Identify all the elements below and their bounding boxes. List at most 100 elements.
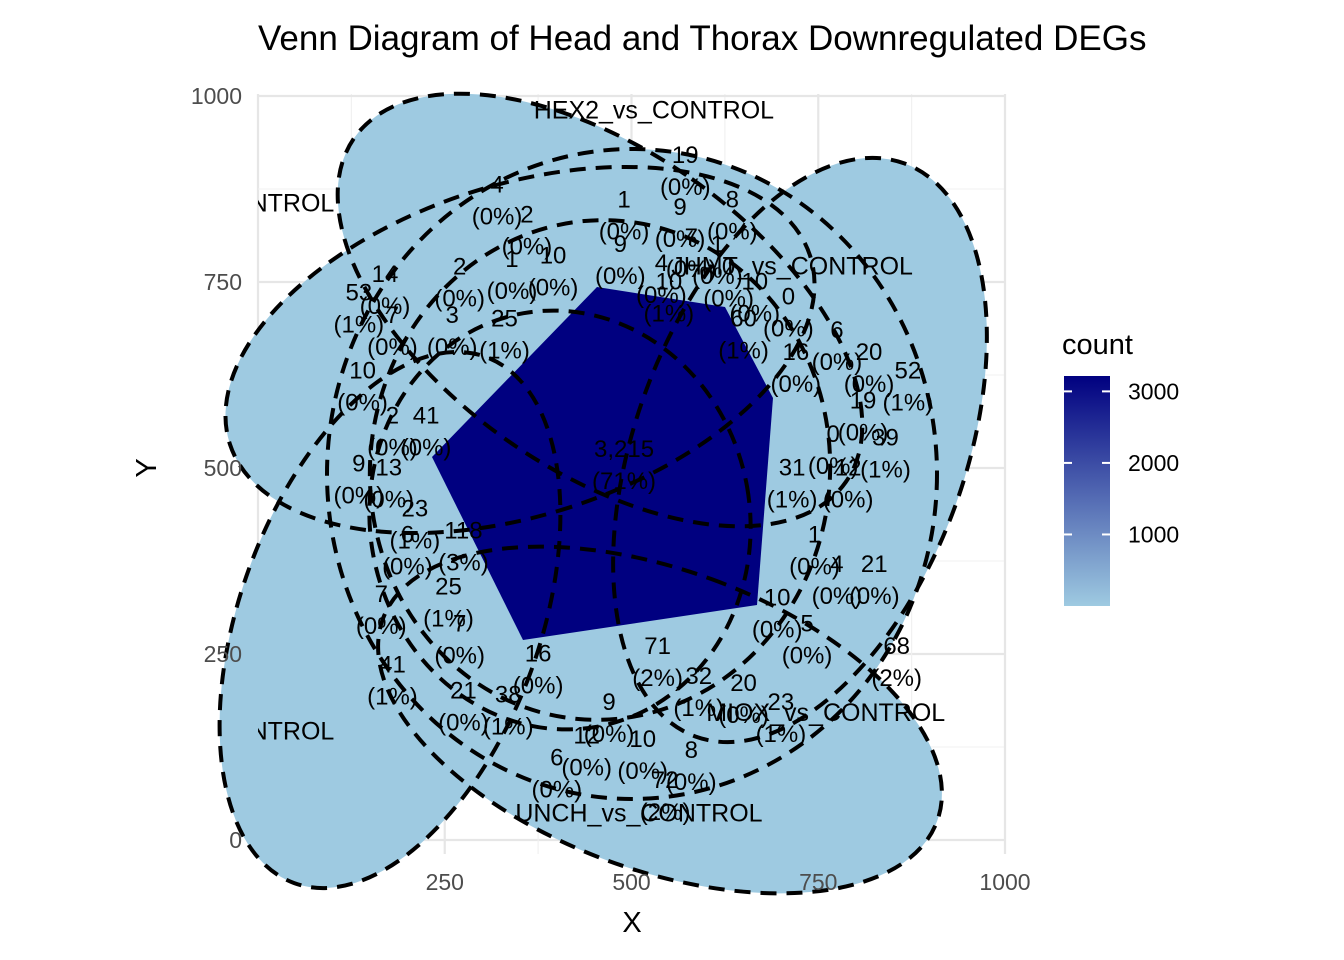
region-label: 0 (0%)	[808, 421, 859, 480]
region-label: 14 (0%)	[360, 261, 411, 320]
legend-ticks: 3000 2000 1000	[1064, 378, 1179, 547]
region-label: 52 (1%)	[883, 358, 934, 417]
region-label: 6 (0%)	[531, 745, 582, 804]
set-label: _vs_CONTROL	[158, 718, 334, 746]
region-label: 12 (0%)	[561, 722, 612, 781]
region-label: 16 (0%)	[771, 339, 822, 398]
region-label: 10 (0%)	[528, 242, 579, 301]
region-label: 0 (0%)	[703, 254, 754, 313]
region-label: 1 (0%)	[599, 187, 650, 246]
region-label: 68 (2%)	[871, 633, 922, 692]
region-label: 3,215 (71%)	[592, 436, 656, 495]
y-tick-label: 750	[204, 269, 242, 295]
set-label: JHMT_vs_CONTROL	[671, 253, 913, 281]
axis-ticks: 250 500 750 1000 0 250 500 750 1000	[191, 83, 1031, 895]
region-label: 31 (1%)	[767, 454, 818, 513]
region-label: 12 (0%)	[823, 454, 874, 513]
region-label: 118 (3%)	[438, 518, 489, 577]
region-label: 53 (1%)	[334, 280, 385, 339]
set-label: UNCH_vs_CONTROL	[515, 799, 762, 827]
region-label: 1 (0%)	[487, 246, 538, 305]
region-label: 1 (0%)	[789, 521, 840, 580]
region-label: 4 (0%)	[472, 172, 523, 231]
region-label: 3 (0%)	[427, 302, 478, 361]
region-label: 60 (1%)	[718, 306, 769, 365]
y-tick-label: 500	[204, 455, 242, 481]
y-axis-title: Y	[131, 458, 163, 477]
x-tick-label: 500	[612, 869, 650, 895]
region-label: 19 (0%)	[838, 387, 889, 446]
region-label: 19 (0%)	[660, 142, 711, 201]
region-label: 20 (0%)	[718, 670, 769, 729]
region-label: 8 (0%)	[707, 187, 758, 246]
region-label: 20 (0%)	[844, 339, 895, 398]
region-label: 13 (0%)	[363, 454, 414, 513]
region-label: 7 (0%)	[434, 611, 485, 670]
set-outlines	[217, 91, 989, 896]
region-label: 10 (0%)	[337, 358, 388, 417]
region-label: 6 (0%)	[812, 317, 863, 376]
region-label: 7 (0%)	[356, 581, 407, 640]
region-label: 23 (1%)	[756, 689, 807, 748]
region-label: 41 (1%)	[367, 652, 418, 711]
set-outline	[611, 155, 989, 745]
region-label: 38 (1%)	[483, 681, 534, 740]
region-label: 10 (1%)	[644, 268, 695, 327]
inner-outline	[367, 308, 753, 732]
x-tick-label: 250	[426, 869, 464, 895]
region-label: 7 (0%)	[666, 224, 717, 283]
x-axis-title: X	[622, 907, 641, 939]
legend-tick-label: 1000	[1128, 521, 1179, 547]
region-label: 10 (0%)	[617, 726, 668, 785]
set-outline	[325, 147, 939, 801]
region-label: 25 (1%)	[479, 306, 530, 365]
inner-outline	[367, 218, 833, 722]
region-label: 4 (0%)	[812, 551, 863, 610]
region-label: 10 (0%)	[752, 585, 803, 644]
region-label: 9 (0%)	[334, 451, 385, 510]
region-label: 4 (0%)	[636, 250, 687, 309]
region-label: 32 (1%)	[673, 663, 724, 722]
region-label: 7 (0%)	[367, 302, 418, 361]
region-label: 9 (0%)	[655, 194, 706, 253]
set-labels: HEX2_vs_CONTROL JHMT_vs_CONTROL MIOX_vs_CO…	[158, 96, 945, 827]
set-outline	[376, 544, 944, 896]
region-label: 72 (2%)	[640, 767, 691, 826]
legend-tick-label: 2000	[1128, 450, 1179, 476]
legend: count 3000 2000 1000	[1062, 329, 1179, 606]
region-label: 2 (0%)	[502, 201, 553, 260]
legend-tick-label: 3000	[1128, 378, 1179, 404]
set-label: HEX2_vs_CONTROL	[534, 96, 774, 124]
set-label: MIOX_vs_CONTROL	[706, 699, 945, 727]
region-label: 25 (1%)	[423, 573, 474, 632]
set-outline	[217, 349, 563, 891]
y-tick-label: 0	[229, 827, 242, 853]
region-label: 5 (0%)	[782, 611, 833, 670]
x-tick-label: 1000	[979, 869, 1030, 895]
set-label: _vs_CONTROL	[158, 189, 334, 217]
region-label: 23 (1%)	[390, 495, 441, 554]
region-label: 9 (0%)	[584, 689, 635, 748]
region-label: 8 (0%)	[666, 737, 717, 796]
region-label: 10 (0%)	[729, 268, 780, 327]
legend-colorbar	[1064, 376, 1110, 606]
region-label: 39 (1%)	[860, 425, 911, 484]
set-outline	[223, 164, 817, 536]
region-label: 9 (0%)	[595, 231, 646, 290]
legend-title: count	[1062, 329, 1133, 361]
region-label: 2 (0%)	[367, 402, 418, 461]
region-label: 1 (0%)	[692, 231, 743, 290]
region-label: 0 (0%)	[763, 283, 814, 342]
region-label: 21 (0%)	[849, 551, 900, 610]
region-label: 71 (2%)	[632, 633, 683, 692]
region-label: 21 (0%)	[438, 678, 489, 737]
y-tick-label: 250	[204, 641, 242, 667]
region-labels: 3,215 (71%)19 (0%)4 (0%)1 (0%)8 (0%)9 (0%)2 (0%…	[334, 142, 934, 826]
y-tick-label: 1000	[191, 83, 242, 109]
region-label: 2 (0%)	[434, 254, 485, 313]
chart-title: Venn Diagram of Head and Thorax Downregu…	[258, 19, 1146, 58]
x-tick-label: 750	[799, 869, 837, 895]
region-label: 16 (0%)	[513, 640, 564, 699]
set-outline	[335, 91, 865, 529]
